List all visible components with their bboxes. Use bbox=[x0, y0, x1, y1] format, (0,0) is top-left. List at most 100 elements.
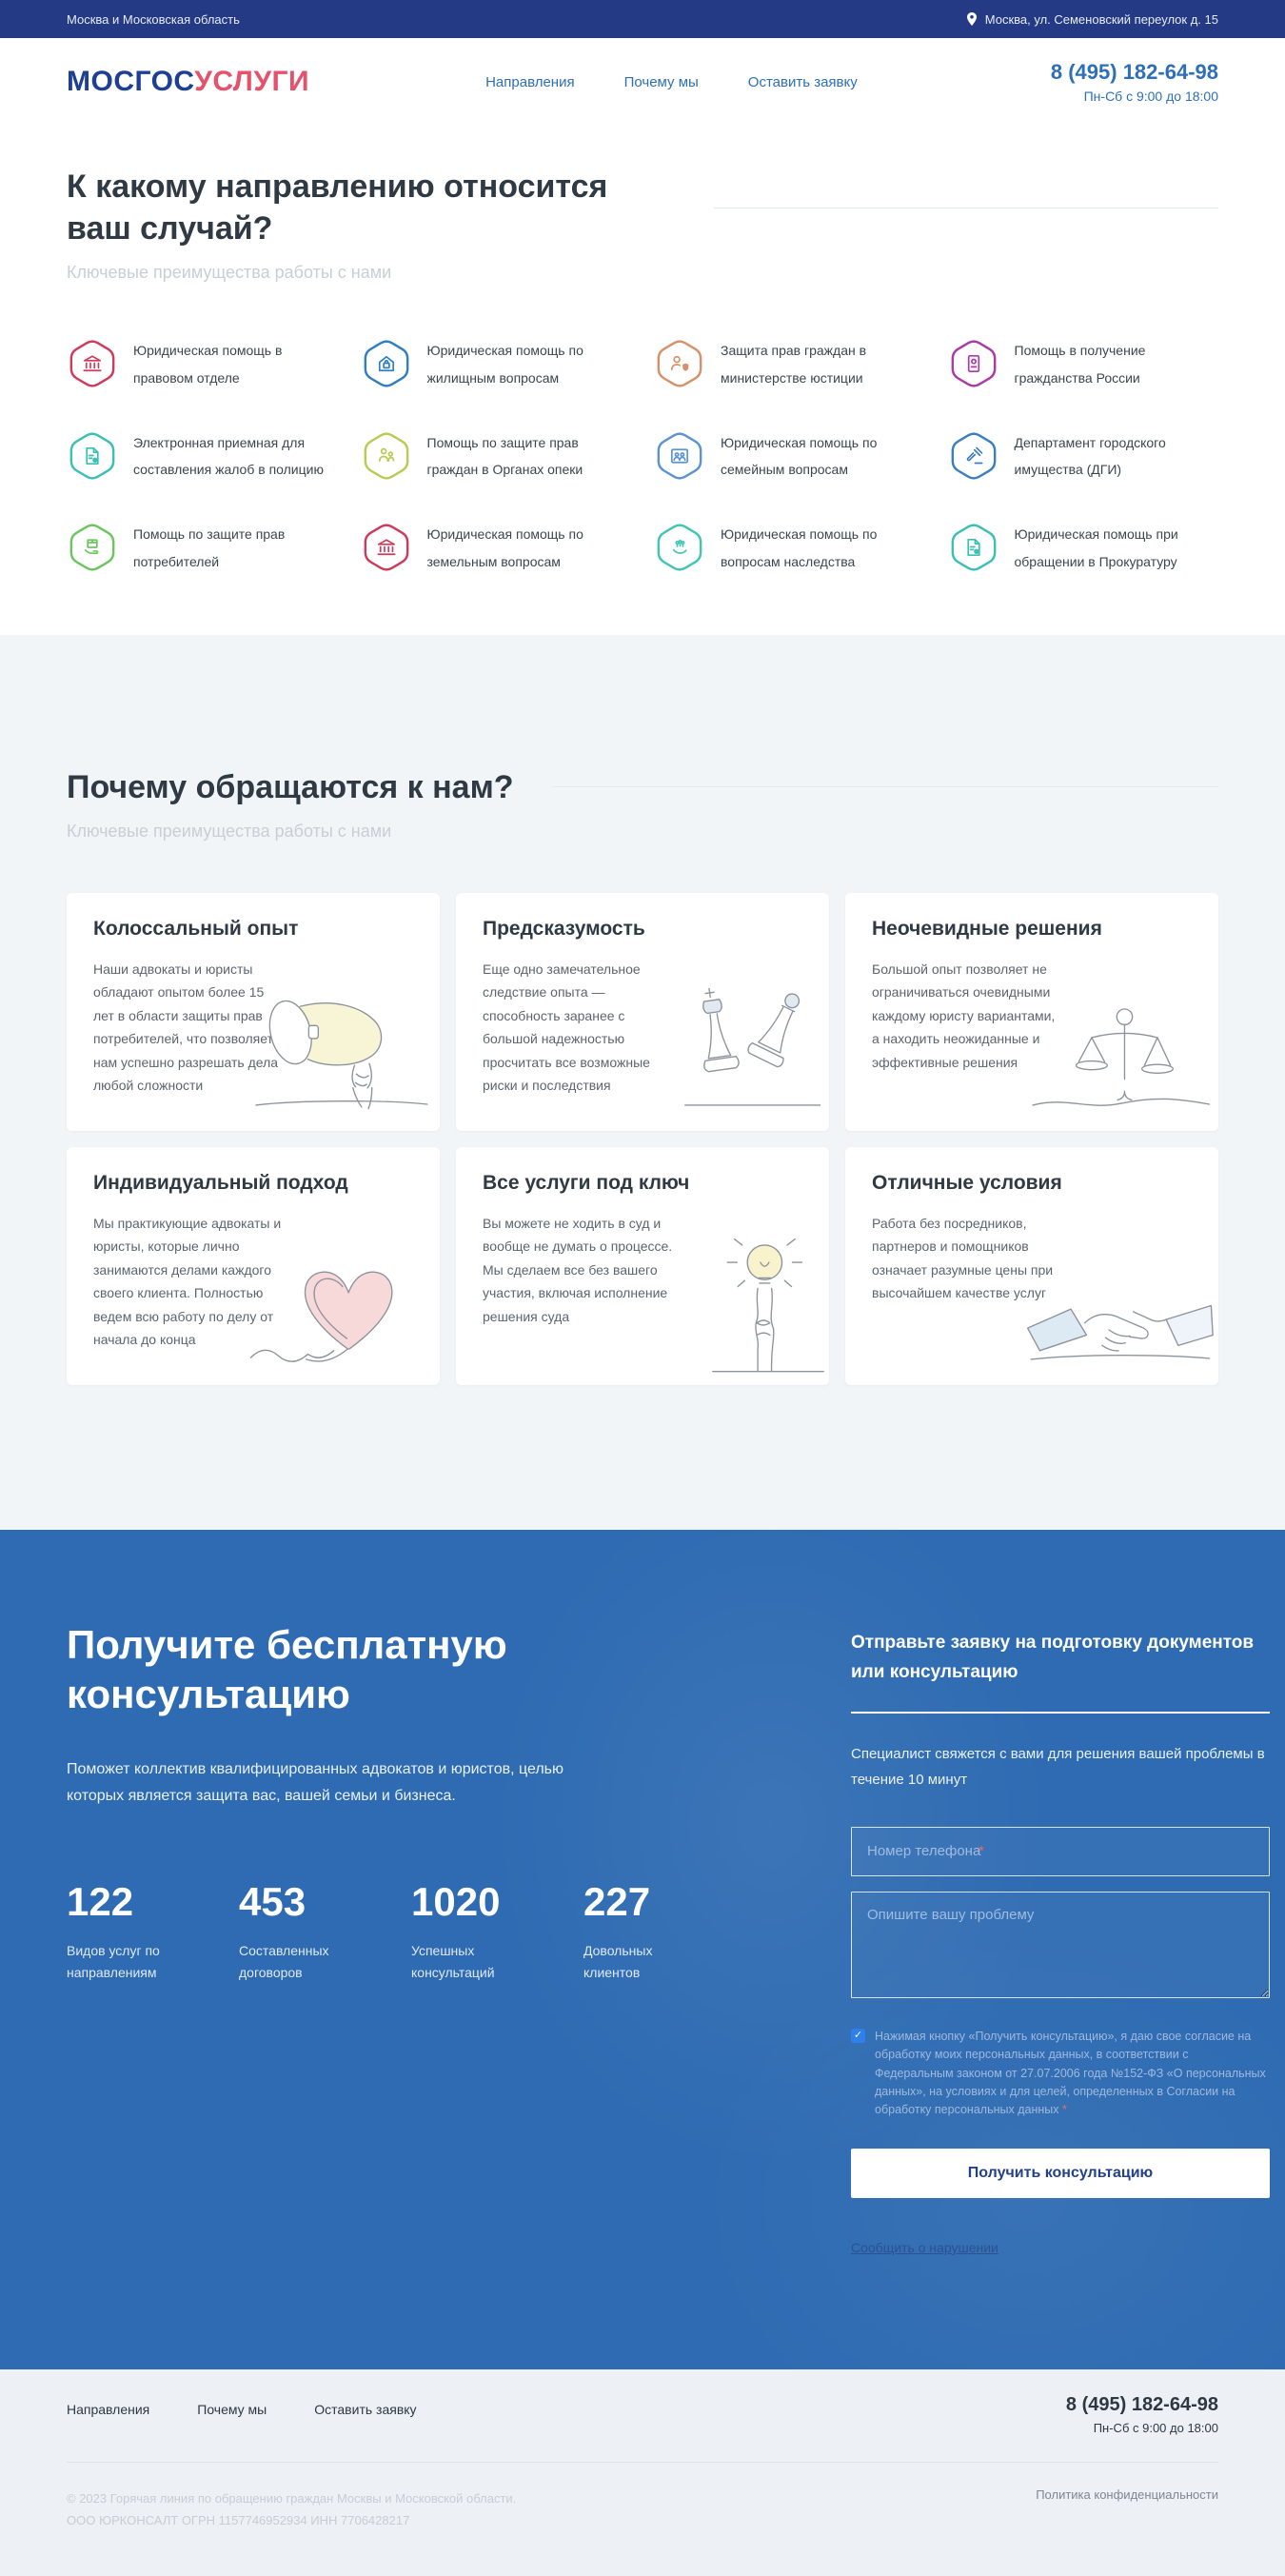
direction-item-prosecutor[interactable]: Юридическая помощь при обращении в Проку… bbox=[948, 520, 1219, 575]
consent-checkbox[interactable]: ✓ bbox=[851, 2028, 865, 2043]
directions-title: К какому направлению относится ваш случа… bbox=[67, 168, 608, 248]
stat-consultations: 1020 Успешных консультаций bbox=[411, 1879, 583, 1983]
required-mark: * bbox=[1061, 2103, 1067, 2117]
form-heading: Отправьте заявку на подготовку документо… bbox=[851, 1632, 1255, 1683]
direction-label: Юридическая помощь по семейным вопросам bbox=[721, 434, 878, 478]
stat-contracts: 453 Составленных договоров bbox=[239, 1879, 411, 1983]
footer-link-request[interactable]: Оставить заявку bbox=[314, 2401, 417, 2417]
cta-left: Получите бесплатную консультацию Поможет… bbox=[67, 1620, 851, 2257]
passport-icon bbox=[948, 336, 999, 391]
direction-item-inheritance[interactable]: Юридическая помощь по вопросам наследств… bbox=[654, 520, 925, 575]
house-lock-icon bbox=[361, 336, 412, 391]
why-subtitle: Ключевые преимущества работы с нами bbox=[67, 821, 392, 841]
why-section: Почему обращаются к нам? Ключевые преиму… bbox=[0, 634, 1285, 1530]
main-nav: Направления Почему мы Оставить заявку bbox=[485, 74, 858, 90]
phone-input[interactable] bbox=[851, 1826, 1270, 1876]
nav-link-directions[interactable]: Направления bbox=[485, 73, 575, 90]
consultation-form: Отправьте заявку на подготовку документо… bbox=[851, 1620, 1270, 2257]
card-text: Еще одно замечательное следствие опыта —… bbox=[483, 961, 650, 1094]
card-text: Мы практикующие адвокаты и юристы, котор… bbox=[93, 1215, 282, 1348]
box-hand-icon bbox=[67, 520, 118, 575]
why-card-individual: Индивидуальный подход Мы практикующие ад… bbox=[67, 1146, 440, 1385]
stat-clients: 227 Довольных клиентов bbox=[583, 1879, 756, 1983]
why-card-conditions: Отличные условия Работа без посредников,… bbox=[845, 1146, 1218, 1385]
cta-description: Поможет коллектив квалифицированных адво… bbox=[67, 1760, 563, 1805]
title-divider bbox=[551, 786, 1218, 788]
form-heading-underline bbox=[851, 1712, 1270, 1714]
consent-text: Нажимая кнопку «Получить консультацию», … bbox=[875, 2029, 1266, 2117]
why-card-experience: Колоссальный опыт Наши адвокаты и юристы… bbox=[67, 892, 440, 1131]
direction-label: Юридическая помощь в правовом отделе bbox=[133, 343, 283, 386]
document-badge-icon bbox=[67, 428, 118, 484]
direction-label: Юридическая помощь по жилищным вопросам bbox=[426, 343, 583, 386]
get-consultation-button[interactable]: Получить консультацию bbox=[851, 2148, 1270, 2198]
nav-link-request[interactable]: Оставить заявку bbox=[747, 73, 858, 90]
header-phone-link[interactable]: 8 (495) 182-64-98 bbox=[1050, 60, 1218, 84]
bank-icon bbox=[67, 336, 118, 391]
stat-label: Составленных договоров bbox=[239, 1943, 329, 1980]
gavel-icon bbox=[948, 428, 999, 484]
header: МОСГОСУСЛУГИ Направления Почему мы Остав… bbox=[0, 38, 1285, 126]
why-cards: Колоссальный опыт Наши адвокаты и юристы… bbox=[67, 892, 1218, 1385]
direction-label: Юридическая помощь по земельным вопросам bbox=[426, 526, 583, 569]
card-title: Все услуги под ключ bbox=[483, 1171, 690, 1194]
card-text: Большой опыт позволяет не ограничиваться… bbox=[872, 961, 1056, 1070]
direction-label: Департамент городского имущества (ДГИ) bbox=[1014, 434, 1166, 478]
direction-item-guardianship[interactable]: Помощь по защите прав граждан в Органах … bbox=[361, 428, 632, 484]
report-violation-link[interactable]: Сообщить о нарушении bbox=[851, 2239, 998, 2255]
card-text: Вы можете не ходить в суд и вообще не ду… bbox=[483, 1215, 673, 1324]
footer-divider bbox=[67, 2461, 1218, 2463]
hand-sprout-icon bbox=[654, 520, 705, 575]
stat-label: Успешных консультаций bbox=[411, 1943, 495, 1980]
logo-primary: МОСГОС bbox=[67, 66, 195, 97]
logo[interactable]: МОСГОСУСЛУГИ bbox=[67, 66, 309, 98]
directions-grid: Юридическая помощь в правовом отделе Юри… bbox=[67, 336, 1218, 575]
direction-label: Юридическая помощь по вопросам наследств… bbox=[721, 526, 878, 569]
footer-link-why-us[interactable]: Почему мы bbox=[197, 2401, 267, 2417]
problem-textarea[interactable] bbox=[851, 1891, 1270, 1998]
direction-item-consumer-rights[interactable]: Помощь по защите прав потребителей bbox=[67, 520, 338, 575]
stat-value: 122 bbox=[67, 1879, 134, 1925]
direction-label: Помощь по защите прав потребителей bbox=[133, 526, 286, 569]
topbar: Москва и Московская область Москва, ул. … bbox=[0, 0, 1285, 38]
direction-label: Электронная приемная для составления жал… bbox=[133, 434, 324, 478]
card-title: Колоссальный опыт bbox=[93, 917, 299, 940]
direction-label: Помощь в получение гражданства России bbox=[1014, 343, 1146, 386]
card-title: Отличные условия bbox=[872, 1171, 1062, 1194]
region-label: Москва и Московская область bbox=[67, 11, 240, 27]
direction-label: Помощь по защите прав граждан в Органах … bbox=[426, 434, 583, 478]
consent-row: ✓ Нажимая кнопку «Получить консультацию»… bbox=[851, 2028, 1270, 2120]
card-title: Индивидуальный подход bbox=[93, 1171, 348, 1194]
bank-icon bbox=[361, 520, 412, 575]
stat-value: 227 bbox=[583, 1879, 651, 1925]
footer-phone-link[interactable]: 8 (495) 182-64-98 bbox=[1065, 2393, 1218, 2415]
direction-label: Юридическая помощь при обращении в Проку… bbox=[1014, 526, 1178, 569]
card-title: Предсказумость bbox=[483, 917, 645, 940]
directions-subtitle: Ключевые преимущества работы с нами bbox=[67, 263, 392, 283]
direction-item-justice-ministry[interactable]: Защита прав граждан в министерстве юстиц… bbox=[654, 336, 925, 391]
cta-stats: 122 Видов услуг по направлениям 453 Сост… bbox=[67, 1879, 756, 1983]
footer-hours: Пн-Сб с 9:00 до 18:00 bbox=[1093, 2420, 1218, 2435]
header-hours: Пн-Сб с 9:00 до 18:00 bbox=[1083, 89, 1218, 104]
stat-services: 122 Видов услуг по направлениям bbox=[67, 1879, 239, 1983]
direction-item-city-property[interactable]: Департамент городского имущества (ДГИ) bbox=[948, 428, 1219, 484]
why-card-predictability: Предсказумость Еще одно замечательное сл… bbox=[456, 892, 829, 1131]
footer-link-directions[interactable]: Направления bbox=[67, 2401, 150, 2417]
cta-title: Получите бесплатную консультацию bbox=[67, 1621, 507, 1717]
card-text: Работа без посредников, партнеров и помо… bbox=[872, 1215, 1054, 1301]
stat-value: 453 bbox=[239, 1879, 306, 1925]
copyright-line2: ООО ЮРКОНСАЛТ ОГРН 1157746952934 ИНН 770… bbox=[67, 2513, 410, 2528]
direction-item-citizenship[interactable]: Помощь в получение гражданства России bbox=[948, 336, 1219, 391]
direction-item-land[interactable]: Юридическая помощь по земельным вопросам bbox=[361, 520, 632, 575]
direction-item-family[interactable]: Юридическая помощь по семейным вопросам bbox=[654, 428, 925, 484]
direction-item-police-complaints[interactable]: Электронная приемная для составления жал… bbox=[67, 428, 338, 484]
privacy-policy-link[interactable]: Политика конфиденциальности bbox=[1036, 2487, 1218, 2502]
copyright: © 2023 Горячая линия по обращению гражда… bbox=[67, 2487, 516, 2532]
direction-item-housing[interactable]: Юридическая помощь по жилищным вопросам bbox=[361, 336, 632, 391]
people-icon bbox=[361, 428, 412, 484]
stat-value: 1020 bbox=[411, 1879, 501, 1925]
person-shield-icon bbox=[654, 336, 705, 391]
direction-item-legal-dept[interactable]: Юридическая помощь в правовом отделе bbox=[67, 336, 338, 391]
nav-link-why-us[interactable]: Почему мы bbox=[623, 73, 699, 90]
cta-section: Получите бесплатную консультацию Поможет… bbox=[0, 1530, 1285, 2369]
